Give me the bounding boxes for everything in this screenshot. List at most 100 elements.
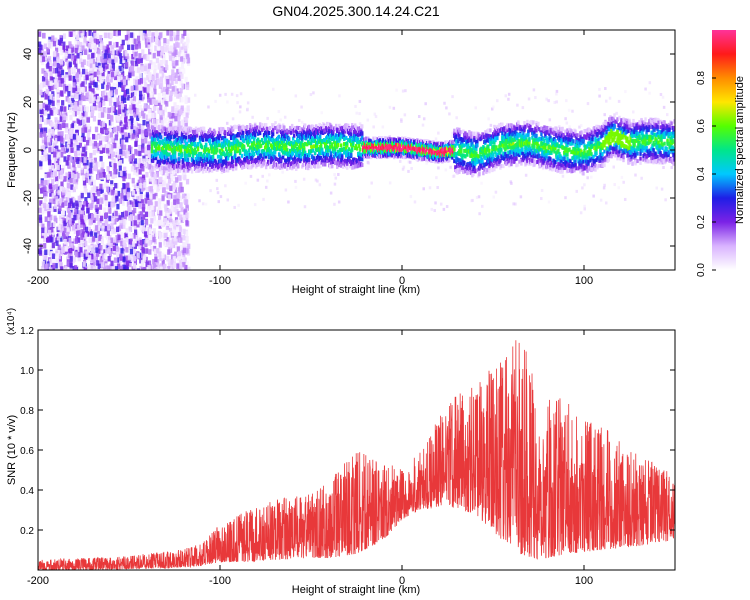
- spectrogram-cell: [112, 82, 116, 89]
- spectrogram-cell: [266, 152, 270, 157]
- spectrogram-cell: [261, 156, 265, 161]
- spectrogram-cell: [388, 135, 392, 139]
- spectrogram-cell: [204, 202, 208, 206]
- spectrogram-cell: [74, 238, 78, 244]
- spectrogram-cell: [64, 266, 68, 270]
- spectrogram-cell: [49, 245, 54, 251]
- spectrogram-cell: [241, 134, 245, 139]
- spectrogram-cell: [111, 109, 115, 116]
- spectrogram-cell: [40, 59, 45, 66]
- spectrogram-cell: [49, 191, 53, 197]
- spectrogram-cell: [151, 158, 155, 163]
- spectrogram-cell: [98, 204, 103, 210]
- spectrogram-cell: [43, 43, 47, 49]
- spectrogram-cell: [178, 187, 182, 193]
- spectrogram-cell: [87, 54, 91, 60]
- spectrogram-cell: [223, 142, 227, 147]
- spectrogram-cell: [256, 162, 260, 167]
- spectrogram-cell: [567, 108, 571, 112]
- spectrogram-cell: [179, 244, 183, 251]
- spectrogram-cell: [147, 159, 151, 165]
- spectrogram-cell: [287, 200, 290, 204]
- spectrogram-cell: [78, 41, 83, 48]
- spectrogram-cell: [154, 45, 158, 52]
- spectrogram-cell: [247, 148, 251, 153]
- spectrogram-cell: [234, 125, 238, 130]
- spectrogram-cell: [143, 266, 147, 270]
- spectrogram-cell: [133, 224, 137, 230]
- spectrogram-cell: [443, 101, 446, 105]
- spectrogram-cell: [80, 251, 84, 257]
- spectrogram-cell: [140, 219, 144, 226]
- spectrogram-cell: [201, 163, 205, 168]
- spectrogram-cell: [400, 118, 403, 122]
- spectrogram-cell: [162, 202, 166, 209]
- spectrogram-cell: [283, 115, 287, 119]
- spectrogram-cell: [116, 125, 120, 132]
- spectrogram-cell: [153, 245, 157, 252]
- spectrogram-cell: [240, 139, 243, 143]
- spectrogram-cell: [604, 201, 608, 205]
- spectrogram-cell: [176, 198, 180, 205]
- spectrogram-cell: [154, 156, 158, 161]
- spectrogram-cell: [129, 104, 133, 111]
- spectrogram-cell: [178, 260, 183, 266]
- spectrogram-cell: [107, 73, 111, 80]
- spectrogram-cell: [117, 104, 122, 111]
- spectrogram-cell: [190, 169, 194, 174]
- spectrogram-cell: [97, 71, 101, 77]
- spectrogram-cell: [142, 119, 146, 126]
- spectrogram-cell: [425, 161, 428, 165]
- spectrogram-cell: [185, 235, 189, 242]
- spectrogram-cell: [97, 221, 101, 227]
- spectrogram-cell: [47, 187, 51, 194]
- spectrogram-cell: [141, 267, 145, 270]
- spectrogram-cell: [662, 105, 666, 109]
- spectrogram-cell: [333, 173, 336, 177]
- spectrogram-cell: [250, 156, 254, 161]
- spectrogram-cell: [150, 148, 154, 153]
- spectrogram-cell: [168, 240, 172, 246]
- spectrogram-cell: [161, 139, 165, 144]
- spectrogram-cell: [147, 233, 151, 240]
- spectrogram-cell: [181, 83, 185, 89]
- spectrogram-cell: [57, 208, 61, 215]
- spectrogram-cell: [84, 233, 88, 239]
- spectrogram-cell: [38, 31, 42, 37]
- spectrogram-cell: [62, 267, 66, 270]
- spectrogram-cell: [86, 170, 90, 177]
- spectrogram-cell: [206, 166, 210, 171]
- spectrogram-cell: [69, 31, 73, 38]
- spectrogram-cell: [47, 113, 51, 120]
- spectrogram-cell: [59, 174, 63, 181]
- spectrogram-cell: [59, 227, 63, 233]
- spectrogram-cell: [224, 92, 227, 96]
- spectrogram-cell: [166, 217, 171, 223]
- spectrogram-cell: [173, 239, 177, 245]
- spectrogram-cell: [211, 154, 215, 159]
- spectrogram-cell: [175, 151, 179, 157]
- spectrogram-cell: [141, 110, 145, 117]
- spectrogram-cell: [169, 122, 173, 129]
- spectrogram-cell: [201, 202, 205, 206]
- spectrogram-cell: [480, 181, 483, 185]
- spectrogram-cell: [62, 189, 66, 196]
- spectrogram-cell: [110, 202, 114, 208]
- spectrogram-cell: [245, 150, 249, 155]
- spectrogram-cell: [199, 126, 203, 131]
- spectrogram-cell: [132, 104, 136, 110]
- spectrogram-cell: [67, 210, 72, 217]
- spectrogram-cell: [109, 32, 113, 39]
- spectrogram-cell: [159, 113, 163, 120]
- spectrogram-cell: [154, 196, 158, 202]
- spectrogram-cell: [231, 167, 235, 172]
- spectrogram-cell: [178, 66, 182, 73]
- spectrogram-cell: [123, 97, 127, 103]
- spectrogram-cell: [58, 205, 62, 212]
- spectrogram-cell: [57, 244, 61, 251]
- spectrogram-cell: [53, 134, 58, 141]
- spectrogram-cell: [303, 150, 307, 155]
- spectrogram-cell: [586, 102, 590, 106]
- spectrogram-cell: [433, 209, 436, 213]
